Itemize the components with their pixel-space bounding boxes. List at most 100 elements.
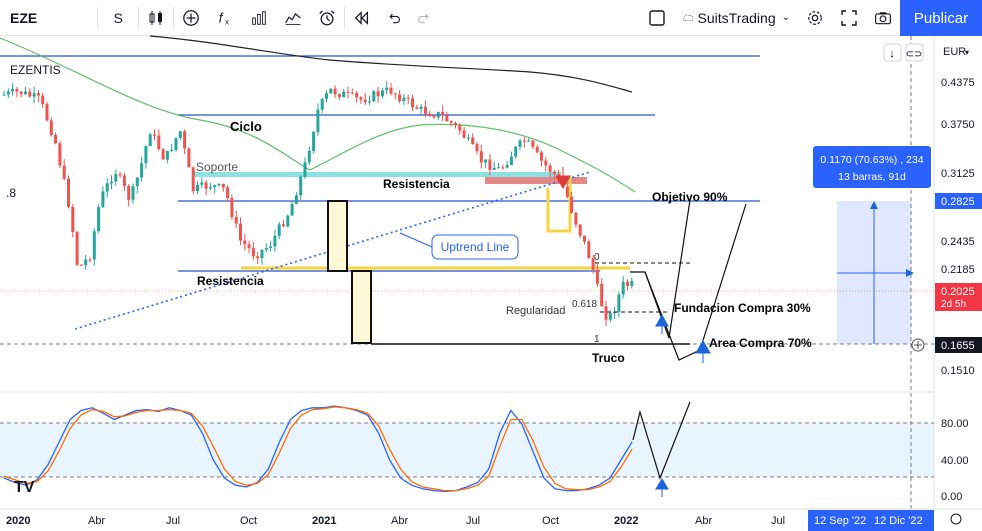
price-axis[interactable]: 0.4375 0.3750 0.3125 0.2435 0.2185 0.1510 0.28… <box>935 77 982 503</box>
candle-body <box>398 94 402 102</box>
candle-body <box>454 123 457 125</box>
price-tick-label: 0.3125 <box>941 168 975 180</box>
candle-body <box>148 134 152 147</box>
candle-body <box>41 95 45 105</box>
cycle-box-1 <box>327 200 348 272</box>
gear-icon[interactable] <box>950 513 962 525</box>
label-resistencia-lower: Resistencia <box>197 274 264 288</box>
candle-body <box>79 264 83 266</box>
link-button[interactable] <box>905 43 924 62</box>
undo-icon[interactable] <box>379 0 409 36</box>
candle-body <box>28 91 32 97</box>
candle-body <box>587 241 591 259</box>
candle-body <box>49 120 53 135</box>
candle-body <box>540 152 543 161</box>
time-tick-label: Oct <box>542 515 559 527</box>
candles <box>2 81 634 327</box>
candle-body <box>170 149 174 152</box>
candle-body <box>122 175 126 186</box>
candle-body <box>626 281 629 286</box>
oscillator-lines <box>3 405 633 493</box>
candle-body <box>187 148 191 168</box>
scroll-down-button[interactable] <box>883 43 902 62</box>
candle-body <box>402 97 406 102</box>
candle-body <box>114 174 118 182</box>
measure-line1: 0.1170 (70.63%) , 234 <box>820 154 923 166</box>
candle-body <box>428 113 432 117</box>
candle-body <box>282 224 285 227</box>
label-fundacion: Fundacion Compra 30% <box>674 301 811 315</box>
candle-body <box>234 217 238 224</box>
candle-body <box>58 143 62 166</box>
candle-body <box>449 121 453 124</box>
time-tick-label: Abr <box>88 515 105 527</box>
candle-body <box>325 93 328 99</box>
candle-body <box>110 181 113 184</box>
candle-body <box>230 198 234 218</box>
candle-body <box>350 92 354 94</box>
label-uptrend: Uptrend Line <box>441 240 510 254</box>
price-badge-sublabel: 2d 5h <box>941 299 966 310</box>
currency-label[interactable]: EUR <box>943 46 966 58</box>
templates-icon[interactable] <box>276 0 310 36</box>
candle-body <box>565 186 569 197</box>
candle-body <box>67 178 70 207</box>
cycle-box-2 <box>351 270 372 344</box>
price-tick-label: 0.3750 <box>941 119 975 131</box>
candle-body <box>441 112 445 116</box>
candle-body <box>131 186 135 200</box>
candle-body <box>600 283 604 307</box>
price-badge <box>935 193 982 209</box>
symbol-search[interactable]: EZE <box>10 9 38 26</box>
legend-value: .8 <box>6 186 16 200</box>
label-regularidad: Regularidad <box>506 305 565 317</box>
candle-body <box>484 159 488 163</box>
svg-text:x: x <box>225 17 229 26</box>
candle-body <box>200 182 204 185</box>
redo-icon[interactable] <box>409 0 439 36</box>
candle-body <box>415 107 419 109</box>
candle-body <box>307 150 311 163</box>
replay-icon[interactable] <box>345 0 379 36</box>
candle-body <box>531 140 535 147</box>
fullscreen-square-icon[interactable] <box>640 0 674 36</box>
candle-body <box>522 140 526 142</box>
candle-body <box>260 249 264 259</box>
chevron-down-icon: ▾ <box>965 48 969 57</box>
candle-body <box>269 246 273 249</box>
layout-selector[interactable]: SuitsTrading ⌄ <box>674 0 798 36</box>
chevron-down-icon: ⌄ <box>781 12 790 23</box>
candle-body <box>518 140 522 147</box>
candle-body <box>75 232 79 265</box>
candle-body <box>316 109 320 132</box>
candle-body <box>174 137 178 150</box>
expand-icon[interactable] <box>832 0 866 36</box>
camera-icon[interactable] <box>866 0 900 36</box>
candle-body <box>346 91 350 93</box>
toolbar-divider <box>173 6 175 29</box>
interval-button[interactable]: S <box>113 9 123 26</box>
label-ciclo: Ciclo <box>230 119 262 134</box>
candle-body <box>32 93 36 97</box>
price-badge <box>935 283 982 311</box>
gear-icon[interactable] <box>798 0 832 36</box>
price-tick-label: 0.1510 <box>941 365 975 377</box>
bar-chart-icon[interactable] <box>242 0 276 36</box>
candle-body <box>535 146 539 153</box>
candle-body <box>445 115 449 122</box>
price-badge-label: 0.1655 <box>941 340 975 352</box>
candle-body <box>505 165 509 168</box>
price-tick-label: 0.4375 <box>941 77 975 89</box>
candles-icon[interactable] <box>139 0 173 36</box>
time-axis[interactable]: 2020 Abr Jul Oct 2021 Abr Jul Oct 2022 Abr Jul 12 S… <box>0 508 982 531</box>
candle-body <box>135 177 139 187</box>
publish-button[interactable]: Publicar <box>900 0 982 36</box>
label-soporte: Soporte <box>196 160 238 174</box>
candle-body <box>497 167 500 169</box>
alarm-clock-icon[interactable] <box>310 0 344 36</box>
compare-plus-icon[interactable] <box>174 0 208 36</box>
ma-green <box>0 37 636 193</box>
candle-body <box>196 184 199 192</box>
